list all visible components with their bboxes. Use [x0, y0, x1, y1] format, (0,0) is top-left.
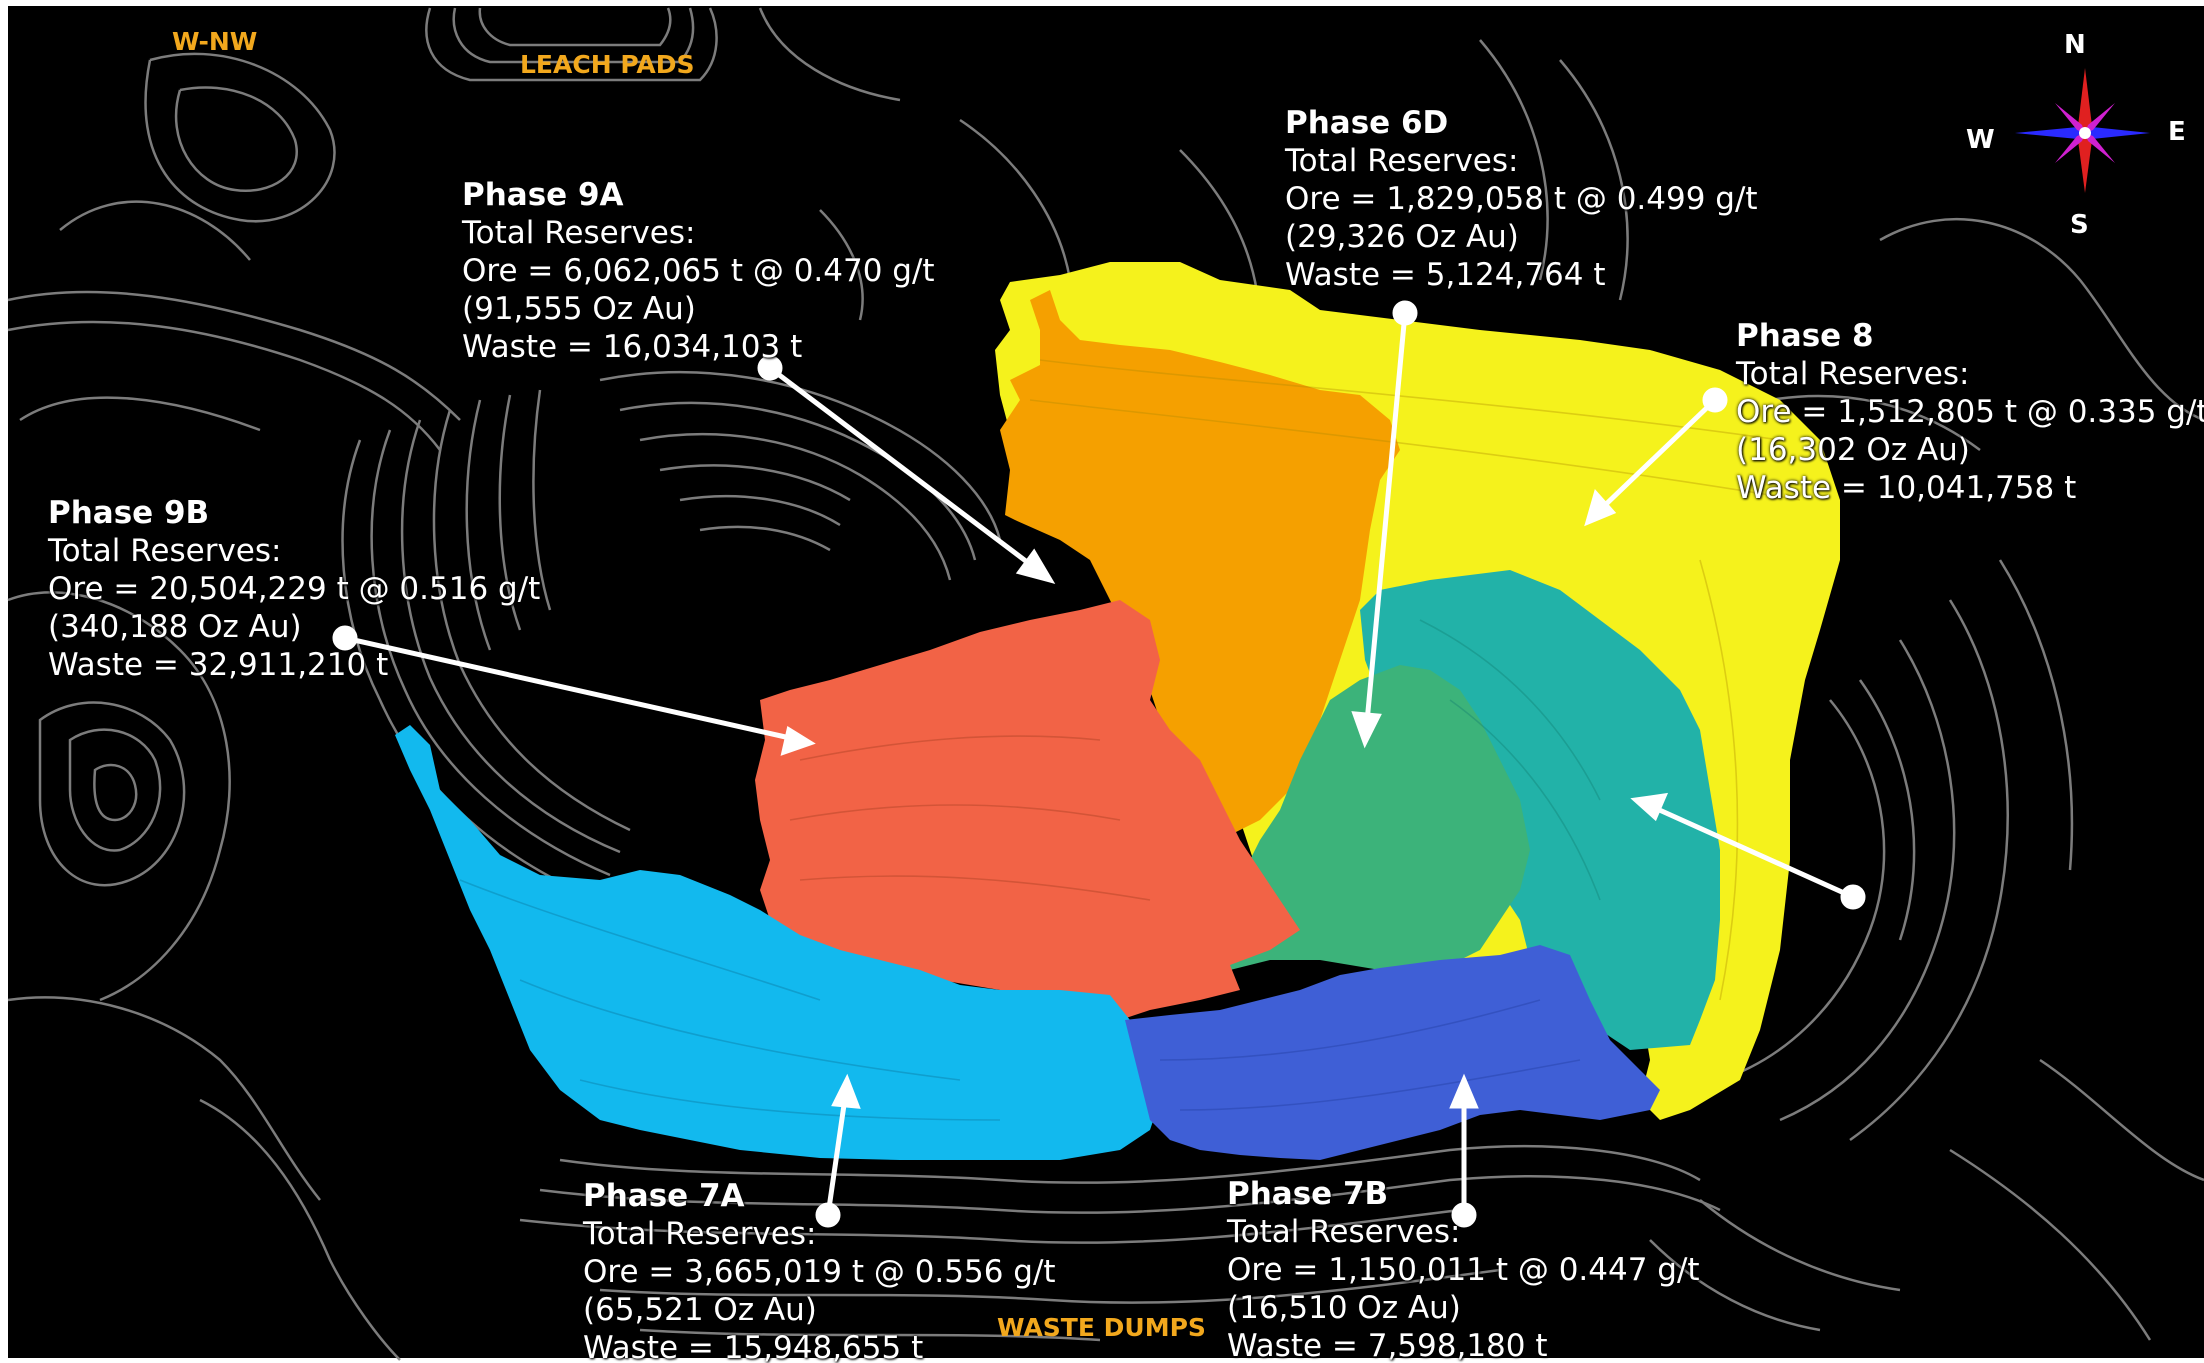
compass-north-label: N	[2064, 30, 2086, 60]
phase-9a-ore: Ore = 6,062,065 t @ 0.470 g/t	[462, 253, 935, 289]
phase-7b-waste: Waste = 7,598,180 t	[1227, 1328, 1548, 1363]
phase-7b-ore: Ore = 1,150,011 t @ 0.447 g/t	[1227, 1252, 1700, 1288]
phase-8-ore: Ore = 1,512,805 t @ 0.335 g/t	[1736, 394, 2204, 430]
phase-6d-waste: Waste = 5,124,764 t	[1285, 257, 1606, 293]
arrowhead-7a	[831, 1073, 861, 1109]
phase-7b-ounces: (16,510 Oz Au)	[1227, 1290, 1461, 1326]
phase-6d-heading: Total Reserves:	[1285, 143, 1519, 179]
area-label-leach-pads: LEACH PADS	[520, 50, 695, 79]
pit-benches	[459, 359, 1801, 1121]
phase-9b-waste: Waste = 32,911,210 t	[48, 647, 389, 683]
phase-6d-label: Phase 6D Total Reserves: Ore = 1,829,058…	[1285, 104, 1758, 294]
compass-west-label: W	[1966, 125, 1995, 155]
phase-6d-ounces: (29,326 Oz Au)	[1285, 219, 1519, 255]
phase-7b-heading: Total Reserves:	[1227, 1214, 1461, 1250]
phase-7a-title: Phase 7A	[583, 1178, 745, 1214]
arrowhead-6d	[1351, 711, 1382, 749]
phase-8-label: Phase 8 Total Reserves: Ore = 1,512,805 …	[1736, 317, 2204, 507]
phase-8-heading: Total Reserves:	[1736, 356, 1970, 392]
phase-9b-ounces: (340,188 Oz Au)	[48, 609, 302, 645]
phase-8-waste: Waste = 10,041,758 t	[1736, 470, 2077, 506]
area-label-waste-dumps: WASTE DUMPS	[997, 1313, 1206, 1342]
phase-9a-pit	[1000, 290, 1400, 840]
phase-7a-ounces: (65,521 Oz Au)	[583, 1292, 817, 1328]
phase-7b-pit	[1125, 945, 1660, 1160]
phase-9a-waste: Waste = 16,034,103 t	[462, 329, 803, 365]
compass-east-label: E	[2168, 117, 2186, 147]
topographic-contours	[7, 7, 2204, 1361]
phase-7b-title: Phase 7B	[1227, 1176, 1389, 1212]
phase-7a-label: Phase 7A Total Reserves: Ore = 3,665,019…	[583, 1177, 1056, 1363]
phase-9b-pit	[755, 600, 1300, 1020]
area-label-wnw: W-NW	[172, 27, 258, 56]
phase-9b-title: Phase 9B	[48, 495, 210, 531]
arrowhead-9b	[780, 726, 816, 756]
arrowhead-9a	[1015, 548, 1056, 584]
phase-9a-ounces: (91,555 Oz Au)	[462, 291, 696, 327]
phase-9b-label: Phase 9B Total Reserves: Ore = 20,504,22…	[48, 494, 540, 684]
arrowhead-8-teal	[1630, 792, 1669, 822]
phase-7a-ore: Ore = 3,665,019 t @ 0.556 g/t	[583, 1254, 1056, 1290]
phase-7a-pit	[395, 725, 1160, 1160]
compass-south-label: S	[2070, 210, 2089, 240]
phase-9b-heading: Total Reserves:	[48, 533, 282, 569]
arrowhead-7b	[1449, 1073, 1479, 1109]
phase-7a-heading: Total Reserves:	[583, 1216, 817, 1252]
phase-6d-pit	[1200, 665, 1530, 970]
phase-6d-title: Phase 6D	[1285, 105, 1449, 141]
phase-8-ounces: (16,302 Oz Au)	[1736, 432, 1970, 468]
phase-9a-heading: Total Reserves:	[462, 215, 696, 251]
phase-7b-label: Phase 7B Total Reserves: Ore = 1,150,011…	[1227, 1175, 1700, 1363]
arrowhead-8	[1584, 488, 1617, 527]
phase-6d-ore: Ore = 1,829,058 t @ 0.499 g/t	[1285, 181, 1758, 217]
phase-9a-label: Phase 9A Total Reserves: Ore = 6,062,065…	[462, 176, 935, 366]
phase-7a-waste: Waste = 15,948,655 t	[583, 1330, 924, 1363]
leader-arrows	[332, 300, 1866, 1228]
phase-9b-ore: Ore = 20,504,229 t @ 0.516 g/t	[48, 571, 541, 607]
phase-8-title: Phase 8	[1736, 318, 1874, 354]
compass-rose	[2015, 68, 2150, 193]
phase-9a-title: Phase 9A	[462, 177, 624, 213]
